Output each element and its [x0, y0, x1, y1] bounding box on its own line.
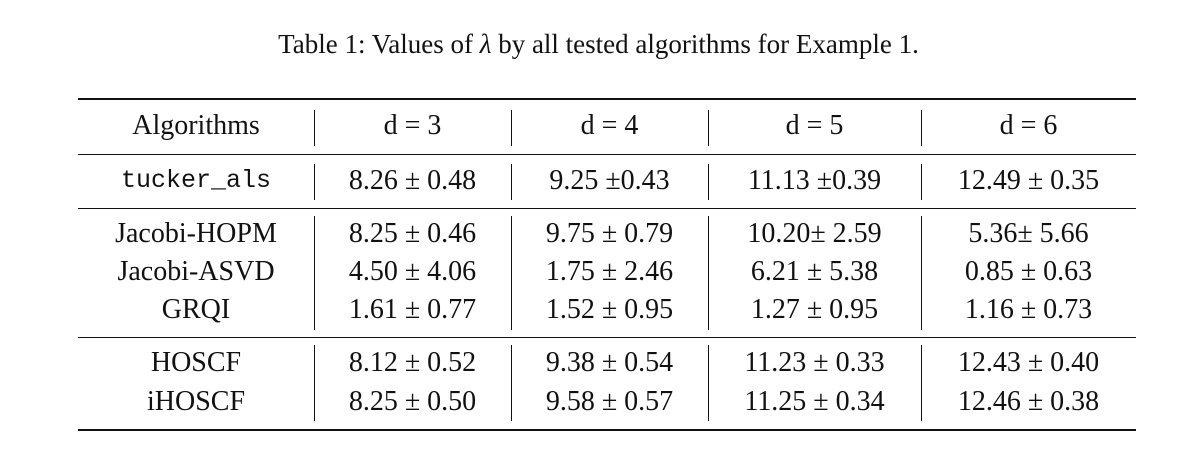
col-separator — [511, 164, 512, 200]
table-cell: 1.75 ± 2.46 — [545, 256, 674, 287]
table-cell: 9.58 ± 0.57 — [545, 386, 674, 417]
col-separator — [708, 110, 709, 146]
col-separator — [511, 345, 512, 421]
top-rule — [78, 98, 1136, 100]
col-separator — [314, 110, 315, 146]
header-rule — [78, 154, 1136, 155]
group-rule-1 — [78, 208, 1136, 209]
col-separator — [921, 164, 922, 200]
group-rule-2 — [78, 337, 1136, 338]
caption-suffix: by all tested algorithms for Example 1. — [491, 29, 919, 59]
row-algorithm: iHOSCF — [146, 386, 246, 417]
col-separator — [314, 164, 315, 200]
row-algorithm: Jacobi-ASVD — [117, 256, 275, 287]
table-cell: 11.13 ±0.39 — [747, 165, 882, 196]
table-cell: 8.26 ± 0.48 — [348, 165, 477, 196]
table-cell: 1.16 ± 0.73 — [964, 294, 1093, 325]
col-separator — [921, 345, 922, 421]
table-cell: 12.46 ± 0.38 — [957, 386, 1100, 417]
col-separator — [708, 164, 709, 200]
table-cell: 9.38 ± 0.54 — [545, 347, 674, 378]
header-d4: d = 4 — [580, 110, 639, 141]
table-cell: 9.75 ± 0.79 — [545, 218, 674, 249]
table-cell: 0.85 ± 0.63 — [964, 256, 1093, 287]
table-cell: 8.25 ± 0.50 — [348, 386, 477, 417]
table-cell: 10.20± 2.59 — [747, 218, 882, 249]
table-cell: 11.25 ± 0.34 — [744, 386, 885, 417]
table-cell: 1.61 ± 0.77 — [348, 294, 477, 325]
table-cell: 8.12 ± 0.52 — [348, 347, 477, 378]
row-algorithm: HOSCF — [150, 347, 242, 378]
table-cell: 1.27 ± 0.95 — [750, 294, 879, 325]
col-separator — [708, 345, 709, 421]
header-d5: d = 5 — [785, 110, 844, 141]
table-cell: 11.23 ± 0.33 — [744, 347, 885, 378]
row-algorithm: tucker_als — [120, 166, 272, 195]
table-caption: Table 1: Values of λ by all tested algor… — [0, 24, 1197, 64]
table-cell: 1.52 ± 0.95 — [545, 294, 674, 325]
table-cell: 4.50 ± 4.06 — [348, 256, 477, 287]
col-separator — [314, 345, 315, 421]
col-separator — [511, 110, 512, 146]
row-algorithm: GRQI — [161, 294, 231, 325]
table-cell: 5.36± 5.66 — [968, 218, 1089, 249]
row-algorithm: Jacobi-HOPM — [115, 218, 277, 249]
caption-prefix: Table 1: Values of — [278, 29, 480, 59]
table-cell: 8.25 ± 0.46 — [348, 218, 477, 249]
caption-lambda-symbol: λ — [479, 29, 492, 59]
table-cell: 12.43 ± 0.40 — [957, 347, 1100, 378]
header-d6: d = 6 — [999, 110, 1058, 141]
col-separator — [314, 216, 315, 330]
header-d3: d = 3 — [383, 110, 442, 141]
table-cell: 6.21 ± 5.38 — [750, 256, 879, 287]
col-separator — [708, 216, 709, 330]
results-table: Algorithms d = 3 d = 4 d = 5 d = 6 tucke… — [78, 98, 1136, 432]
bottom-rule — [78, 429, 1136, 431]
col-separator — [921, 110, 922, 146]
table-cell: 9.25 ±0.43 — [549, 165, 670, 196]
header-algorithms: Algorithms — [132, 110, 260, 141]
col-separator — [921, 216, 922, 330]
table-cell: 12.49 ± 0.35 — [957, 165, 1100, 196]
col-separator — [511, 216, 512, 330]
